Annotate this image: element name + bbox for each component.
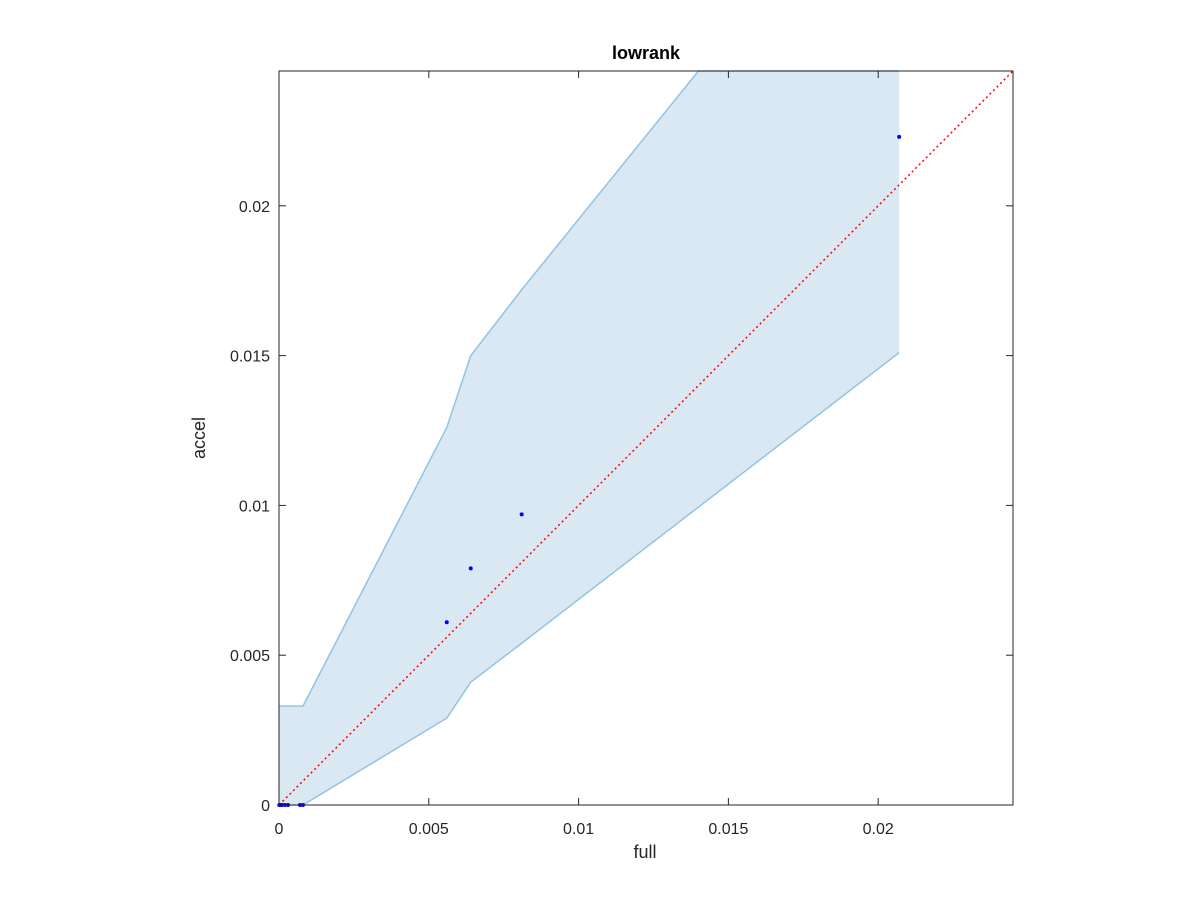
data-point xyxy=(468,566,473,571)
x-tick-label: 0 xyxy=(275,821,284,838)
y-tick-label: 0.02 xyxy=(239,199,270,216)
x-tick-label: 0.005 xyxy=(409,821,449,838)
y-tick-label: 0 xyxy=(261,798,270,815)
axes-box xyxy=(278,70,1014,806)
y-tick-label: 0.005 xyxy=(230,648,270,665)
x-ticks: 0 0.005 0.01 0.015 0.02 xyxy=(275,71,894,838)
data-point xyxy=(897,134,902,139)
x-axis-label: full xyxy=(633,842,656,862)
y-axis-label: accel xyxy=(189,417,209,459)
x-tick-label: 0.015 xyxy=(708,821,748,838)
plot-area xyxy=(277,70,1014,807)
x-tick-label: 0.02 xyxy=(863,821,894,838)
identity-reference-line xyxy=(278,70,1014,806)
data-point xyxy=(519,512,524,517)
y-tick-label: 0.015 xyxy=(230,349,270,366)
y-tick-label: 0.01 xyxy=(239,498,270,515)
chart-title: lowrank xyxy=(612,43,681,63)
x-tick-label: 0.01 xyxy=(563,821,594,838)
y-ticks: 0 0.005 0.01 0.015 0.02 xyxy=(230,199,1013,815)
data-point xyxy=(444,620,449,625)
confidence-band xyxy=(279,71,900,805)
